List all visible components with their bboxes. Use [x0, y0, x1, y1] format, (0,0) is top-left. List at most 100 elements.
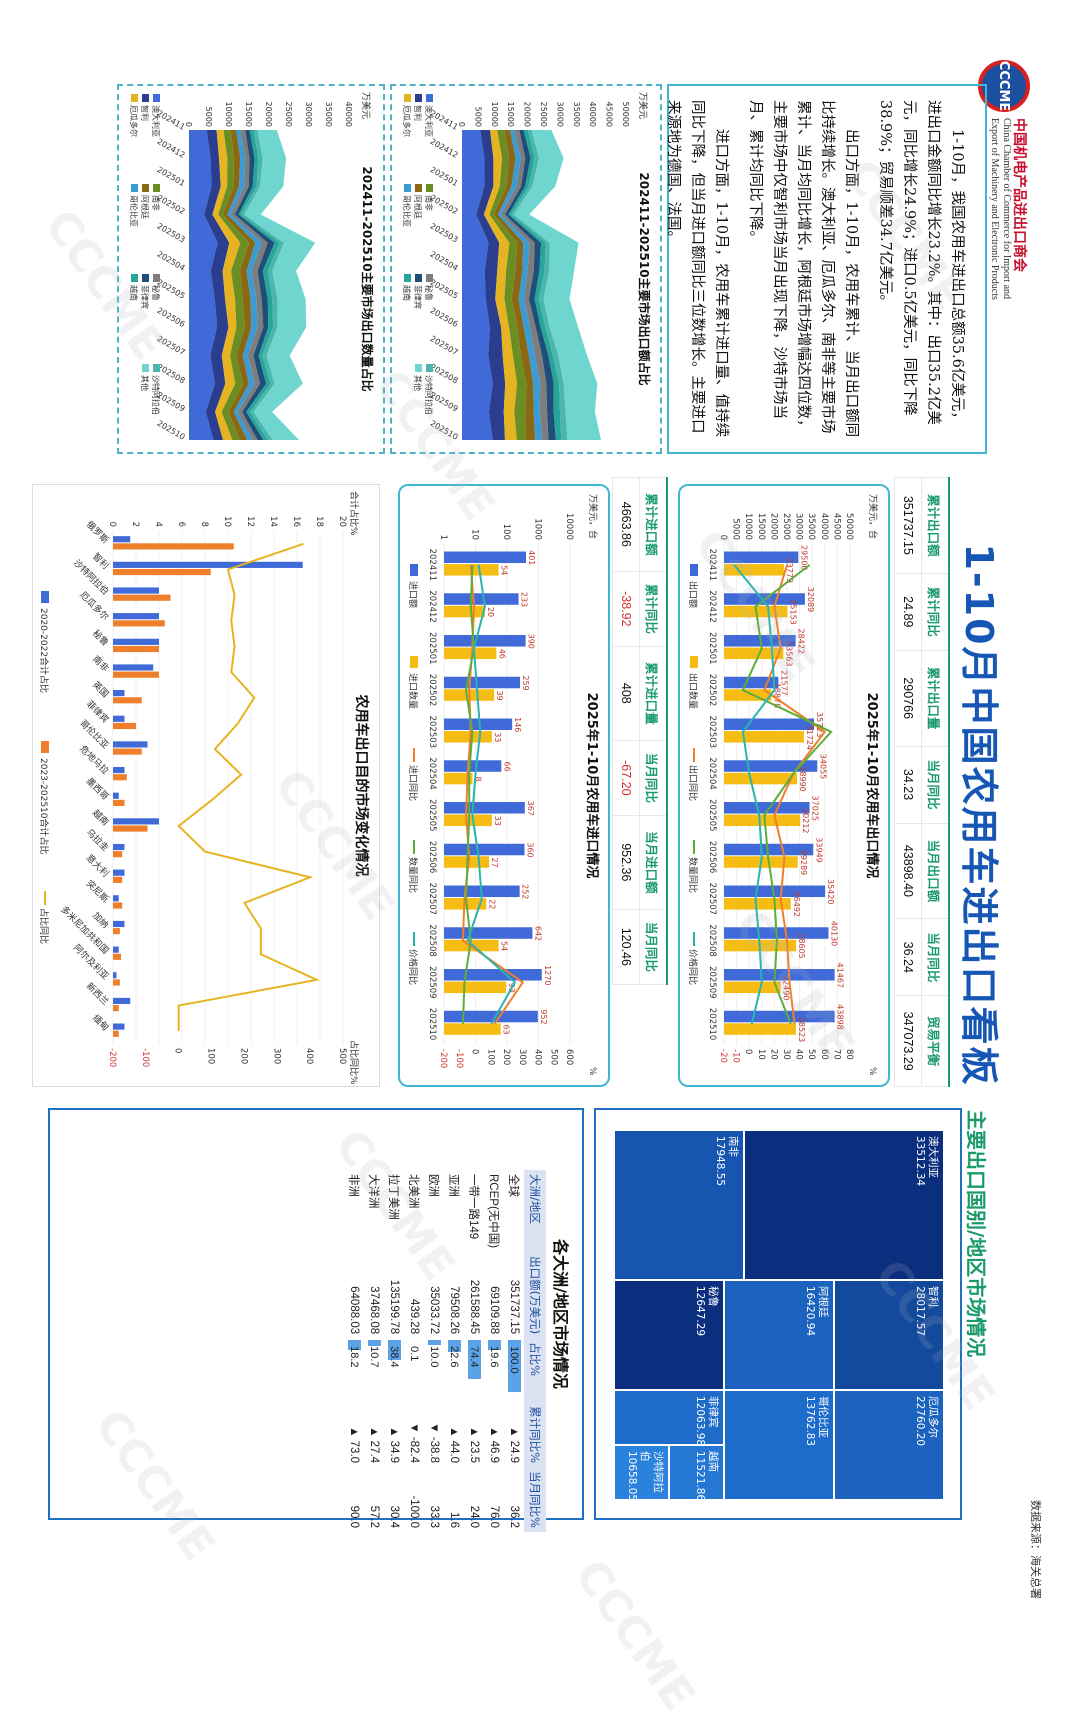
export-stats-table: 累计出口额累计同比累计出口量当月同比当月出口额当月同比贸易平衡 351737.1…	[894, 477, 950, 1087]
dashboard: CCCME 中国机电产品进出口商会 China Chamber of Comme…	[0, 0, 1080, 1661]
y-tick-label: 25000	[284, 102, 293, 127]
bar-出口数量	[724, 731, 804, 743]
legend-label: 出口额	[687, 581, 699, 608]
x-tick-label: 智利	[90, 550, 111, 571]
treemap-value: 16420.94	[804, 1286, 816, 1336]
x-tick-label: 突尼斯	[84, 877, 112, 905]
treemap-label: 澳大利亚	[926, 1136, 939, 1274]
stat-label: 累计出口量	[922, 650, 950, 746]
treemap-label: 哥伦比亚	[816, 1396, 829, 1494]
month-growth: 30.4	[384, 1467, 404, 1532]
y-tick-label: 10000	[224, 102, 233, 127]
legend-label: 进口同比	[407, 765, 419, 801]
legend-swatch	[404, 94, 411, 102]
bar-出口额	[724, 677, 778, 689]
bar-出口数量	[724, 1023, 796, 1035]
share-value: 18.2	[348, 1342, 360, 1367]
org-name-en-line1: China Chamber of Commerce for Import and	[1000, 118, 1012, 300]
legend-swatch	[426, 364, 433, 372]
x-tick-label: 202411	[429, 109, 460, 132]
share-cell: 19.6	[484, 1338, 504, 1402]
x-tick-label: 202506	[156, 306, 187, 329]
y2-tick-label: 10	[756, 1049, 766, 1060]
x-tick-label: 202510	[427, 1008, 437, 1040]
x-tick-label: 202411	[427, 549, 437, 581]
bar-出口额	[724, 719, 814, 731]
y-tick-label: 16	[291, 516, 301, 527]
month-growth: 1.6	[444, 1467, 464, 1532]
data-label: 35420	[826, 879, 835, 904]
bar-进口额	[444, 677, 520, 689]
x-tick-label: 202412	[429, 137, 460, 160]
bar-进口额	[444, 552, 526, 564]
legend-swatch	[131, 94, 138, 102]
data-label: 41467	[836, 963, 845, 988]
bar-2020-2022合计占比	[113, 818, 159, 824]
bar-进口数量	[444, 1023, 501, 1035]
stat-value: 36.24	[895, 919, 922, 996]
ytd-growth: ▲ 24.9	[504, 1402, 524, 1467]
region-name: 拉丁美洲	[384, 1170, 404, 1252]
data-label: 43898	[836, 1004, 845, 1029]
legend-swatch	[142, 364, 149, 372]
legend-swatch	[41, 741, 49, 753]
region-name: 全球	[504, 1170, 524, 1252]
x-tick-label: 202502	[156, 193, 187, 216]
stat-label: 累计同比	[922, 573, 950, 650]
x-tick-label: 202509	[429, 390, 460, 413]
y-tick-label: 15000	[244, 102, 253, 127]
bar-出口数量	[724, 648, 783, 660]
legend-label: 哥伦比亚	[129, 195, 139, 227]
y2-tick-label: -100	[454, 1049, 464, 1068]
bar-2023-202510合计占比	[113, 825, 148, 831]
legend-label: 南非	[151, 195, 161, 211]
x-tick-label: 202509	[156, 390, 187, 413]
bar-2020-2022合计占比	[113, 587, 159, 593]
y2-tick-label: 500	[337, 1048, 347, 1064]
bar-进口额	[444, 969, 542, 981]
y2-tick-label: 200	[501, 1049, 511, 1065]
chart-title: 202411-202510主要市场出口数量占比	[360, 166, 375, 391]
ytd-growth: ▲ 44.0	[444, 1402, 464, 1467]
y-tick-label: 2	[130, 522, 140, 527]
y-tick-label: 12	[245, 516, 255, 527]
y-tick-label: 5000	[204, 107, 213, 127]
stat-value: 43898.40	[895, 823, 922, 919]
x-tick-label: 英国	[90, 679, 111, 700]
y2-tick-label: 400	[533, 1049, 543, 1065]
treemap-value: 33512.34	[914, 1136, 926, 1186]
chart-title: 202411-202510主要市场出口额占比	[637, 172, 652, 385]
month-growth: 90.0	[344, 1467, 364, 1532]
org-name-en-line2: Export of Machinery and Electronic Produ…	[988, 118, 1000, 300]
y2-tick-label: 0	[470, 1049, 480, 1054]
line-价格同比	[468, 565, 515, 1024]
region-name: 非洲	[344, 1170, 364, 1252]
share-value: 0.1	[408, 1342, 420, 1361]
y2-axis-label: 占比同比%	[348, 1040, 360, 1085]
bar-2023-202510合计占比	[113, 774, 127, 780]
y-tick-label: 1000	[533, 518, 543, 540]
y-tick-label: 35000	[572, 102, 581, 127]
chart-title: 农用车出口目的市场变化情况	[353, 694, 370, 877]
y2-tick-label: -10	[731, 1049, 741, 1063]
x-tick-label: 202508	[156, 362, 187, 385]
y2-tick-label: -200	[107, 1048, 117, 1067]
summary-import: 进口方面，1-10月，农用车累计进口量、值持续同比下降，但当月进口额同比三位数增…	[661, 100, 733, 438]
unit-left: 万美元，台	[587, 494, 599, 539]
x-tick-label: 202507	[429, 334, 460, 357]
treemap-value: 13762.83	[804, 1396, 816, 1446]
bar-2023-202510合计占比	[113, 979, 120, 985]
legend-swatch	[41, 591, 49, 603]
data-label: 33949	[814, 837, 823, 862]
legend-label: 阿根廷	[413, 195, 423, 219]
data-label: 360	[526, 842, 535, 857]
data-label: 29289	[799, 850, 808, 875]
bar-2020-2022合计占比	[113, 972, 116, 978]
